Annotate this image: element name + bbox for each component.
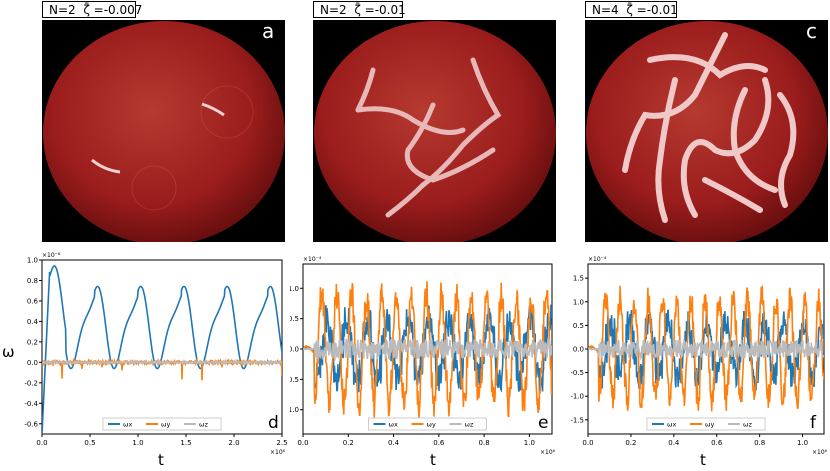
- plot-f: 0.0 0.2 0.4 0.6 0.8 1.0 -1.5 -1.0 -0.5 0.0 0.5 1.0 1…: [570, 256, 828, 456]
- series-wy-line: [42, 357, 282, 381]
- y-tick-label: 1.5: [573, 275, 584, 283]
- y-tick-label: 1.0: [290, 285, 299, 293]
- x-multiplier: ×10⁶: [270, 449, 286, 456]
- panel-c-letter: c: [806, 19, 817, 43]
- legend-entry: ωy: [705, 421, 714, 429]
- y-tick-label: 0.5: [573, 322, 584, 330]
- x-multiplier: ×10⁶: [812, 449, 828, 456]
- y-tick-label: 0.8: [27, 277, 38, 285]
- legend-entry: ωz: [199, 421, 208, 429]
- y-axis-label: ω: [2, 343, 15, 361]
- x-tick-label: 0.0: [582, 439, 593, 447]
- y-tick-label: 0.2: [27, 338, 38, 346]
- y-tick-label: -1.0: [290, 406, 299, 414]
- y-tick-label: 0.0: [290, 346, 299, 354]
- y-multiplier: ×10⁻⁴: [303, 256, 322, 263]
- series-wy-line: [303, 281, 552, 419]
- panel-c-title: N=4 ζ̄ =-0.01: [585, 1, 678, 18]
- y-tick-label: -0.2: [24, 379, 38, 387]
- legend-entry: ωz: [465, 421, 474, 429]
- series-wy-line: [588, 285, 824, 412]
- panel-a-letter: a: [262, 19, 275, 43]
- series-wz-line: [42, 358, 282, 367]
- x-tick-label: 0.8: [754, 439, 765, 447]
- sphere-a: [43, 21, 285, 242]
- plot-d: 0.0 0.5 1.0 1.5 2.0 2.5 -0.6 -0.4 -0.2 0.0 0.2 0.4 0…: [24, 252, 287, 456]
- y-tick-label: -0.5: [290, 376, 299, 384]
- x-axis-label-e: t: [430, 451, 436, 469]
- legend-entry: ωx: [123, 421, 132, 429]
- y-tick-label: -0.4: [24, 400, 38, 408]
- series-wx-line: [588, 309, 824, 391]
- legend-entry: ωy: [161, 421, 170, 429]
- x-axis-label-d: t: [158, 451, 164, 469]
- y-tick-label: 0.4: [27, 318, 39, 326]
- legend: [368, 417, 487, 431]
- x-multiplier: ×10⁶: [540, 449, 556, 456]
- x-tick-label: 2.5: [276, 439, 287, 447]
- legend: [646, 417, 766, 431]
- panel-letter: e: [538, 413, 548, 433]
- x-tick-label: 0.0: [36, 439, 47, 447]
- x-tick-label: 1.0: [132, 439, 143, 447]
- x-tick-label: 0.2: [625, 439, 636, 447]
- y-tick-label: 0.6: [27, 297, 39, 305]
- panel-b-letter: b: [536, 19, 549, 43]
- y-tick-label: 1.0: [27, 257, 38, 265]
- series-wx-line: [303, 304, 552, 394]
- y-tick-label: 1.0: [573, 298, 584, 306]
- x-axis-label-f: t: [700, 451, 706, 469]
- legend-entry: ωz: [743, 421, 752, 429]
- x-tick-label: 1.0: [524, 439, 535, 447]
- y-tick-label: 0.0: [27, 359, 38, 367]
- x-tick-label: 2.0: [228, 439, 239, 447]
- panel-letter: d: [268, 413, 279, 433]
- plot-e: 0.0 0.2 0.4 0.6 0.8 1.0 -1.0 -0.5 0.0 0.5 1.0 ×10⁻⁴…: [290, 256, 556, 456]
- y-multiplier: ×10⁻⁴: [588, 256, 607, 263]
- y-tick-label: 0.5: [290, 315, 299, 323]
- panel-c-image: [585, 20, 828, 242]
- panel-a-image: [42, 20, 285, 242]
- x-tick-label: 0.4: [668, 439, 680, 447]
- x-tick-label: 1.0: [797, 439, 808, 447]
- x-tick-label: 0.8: [479, 439, 490, 447]
- x-tick-label: 0.6: [711, 439, 723, 447]
- y-multiplier: ×10⁻⁶: [42, 252, 61, 259]
- panel-b-image: [313, 20, 556, 242]
- plot-frame: [41, 259, 283, 435]
- x-tick-label: 0.5: [84, 439, 95, 447]
- x-tick-label: 0.2: [343, 439, 354, 447]
- y-tick-label: -1.0: [570, 393, 584, 401]
- panel-a-title: N=2 ζ̄ =-0.007: [42, 1, 142, 18]
- x-tick-label: 0.4: [388, 439, 400, 447]
- x-tick-label: 0.6: [433, 439, 445, 447]
- y-tick-label: -0.5: [570, 369, 584, 377]
- panel-letter: f: [810, 413, 817, 433]
- y-tick-label: 0.0: [573, 346, 584, 354]
- legend-entry: ωy: [427, 421, 436, 429]
- sphere-b: [314, 21, 556, 242]
- legend-entry: ωx: [667, 421, 676, 429]
- legend-entry: ωx: [389, 421, 398, 429]
- series-wz-line: [303, 336, 552, 362]
- y-tick-label: -0.6: [24, 420, 38, 428]
- series-wz-line: [588, 339, 824, 362]
- series-wx-line: [42, 265, 282, 434]
- y-tick-label: -1.5: [570, 416, 584, 424]
- x-tick-label: 1.5: [180, 439, 191, 447]
- x-tick-label: 0.0: [297, 439, 308, 447]
- panel-b-title: N=2 ζ̄ =-0.01: [313, 1, 406, 18]
- sphere-c: [586, 21, 828, 242]
- legend: [102, 417, 222, 431]
